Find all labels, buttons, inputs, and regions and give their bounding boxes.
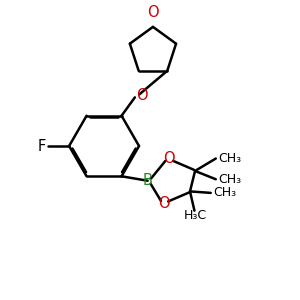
Text: CH₃: CH₃ [218, 173, 241, 186]
Text: CH₃: CH₃ [213, 186, 236, 200]
Text: O: O [158, 196, 170, 211]
Text: O: O [147, 5, 159, 20]
Text: F: F [38, 139, 46, 154]
Text: O: O [136, 88, 148, 104]
Text: H₃C: H₃C [184, 208, 207, 222]
Text: B: B [143, 173, 153, 188]
Text: CH₃: CH₃ [218, 152, 241, 165]
Text: O: O [163, 151, 175, 166]
